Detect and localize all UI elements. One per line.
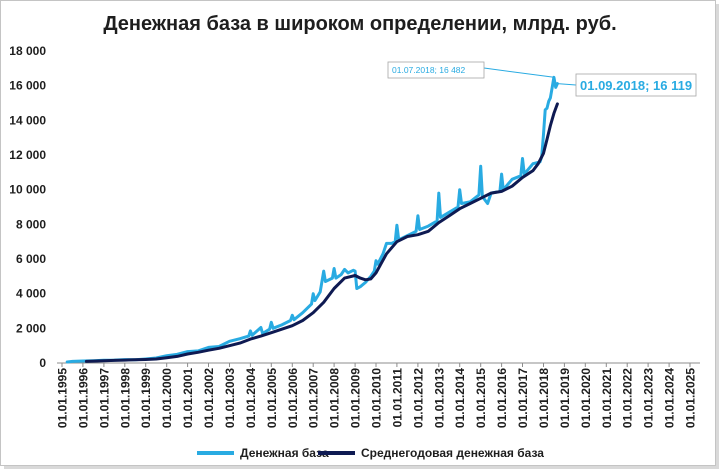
x-tick-label: 01.01.2006 [286,368,300,428]
data-label: 01.09.2018; 16 119 [580,78,692,93]
x-tick-label: 01.01.1995 [56,368,70,428]
x-tick-label: 01.01.2000 [160,368,174,428]
y-tick-label: 0 [39,356,46,370]
x-tick-label: 01.01.2009 [349,368,363,428]
x-tick-label: 01.01.2023 [642,368,656,428]
annotation-box [575,73,697,97]
x-tick-label: 01.01.2025 [684,368,698,428]
x-tick-label: 01.01.2022 [621,368,635,428]
series-line-money-base [65,75,559,364]
x-tick-label: 01.01.2013 [432,368,446,428]
legend-label-money-base: Денежная база [240,446,329,460]
y-tick-label: 16 000 [9,79,46,93]
x-tick-label: 01.01.2003 [223,368,237,428]
x-tick-label: 01.01.2016 [495,368,509,428]
x-tick-label: 01.01.2011 [390,368,404,428]
x-tick-label: 01.01.2021 [600,368,614,428]
x-tick-label: 01.01.2012 [411,368,425,428]
x-tick-label: 01.01.2014 [453,368,467,428]
x-tick-label: 01.01.1998 [118,368,132,428]
y-tick-label: 14 000 [9,113,46,127]
series-layer [65,75,559,364]
x-tick-label: 01.01.2008 [328,368,342,428]
x-tick-label: 01.01.2007 [307,368,321,428]
legend: Денежная база Среднегодовая денежная баз… [197,446,544,460]
x-tick-label: 01.01.2018 [537,368,551,428]
y-tick-label: 8 000 [16,217,46,231]
x-tick-label: 01.01.2005 [265,368,279,428]
y-tick-label: 10 000 [9,183,46,197]
x-tick-label: 01.01.1999 [139,368,153,428]
x-tick-label: 01.01.2004 [244,368,258,428]
x-tick-label: 01.01.2001 [181,368,195,428]
x-tick-label: 01.01.2020 [579,368,593,428]
y-tick-label: 12 000 [9,148,46,162]
x-axis: 01.01.1995 01.01.1996 01.01.1997 01.01.1998… [56,362,700,428]
annotation-leader-line [557,83,577,86]
y-tick-label: 4 000 [16,287,46,301]
x-tick-label: 01.01.1996 [76,368,90,428]
annotation-box [387,61,485,79]
y-tick-label: 2 000 [16,321,46,335]
x-tick-label: 01.01.2015 [474,368,488,428]
y-tick-label: 18 000 [9,44,46,58]
y-tick-label: 6 000 [16,252,46,266]
x-tick-label: 01.01.2002 [202,368,216,428]
data-label: 01.07.2018; 16 482 [392,65,466,75]
data-label-annotations: 01.07.2018; 16 482 01.09.2018; 16 119 [387,61,697,97]
x-tick-label: 01.01.2010 [370,368,384,428]
y-axis-tick-labels: 0 2 000 4 000 6 000 8 000 10 000 12 000 14 000 1… [9,44,46,370]
chart-title: Денежная база в широком определении, млр… [103,13,616,35]
x-tick-label: 01.01.2019 [558,368,572,428]
x-tick-label: 01.01.1997 [97,368,111,428]
legend-label-annual-average: Среднегодовая денежная база [361,446,544,460]
x-tick-label: 01.01.2024 [663,368,677,428]
annotation-leader-line [483,67,554,78]
x-tick-label: 01.01.2017 [516,368,530,428]
series-line-annual-average [84,102,559,363]
